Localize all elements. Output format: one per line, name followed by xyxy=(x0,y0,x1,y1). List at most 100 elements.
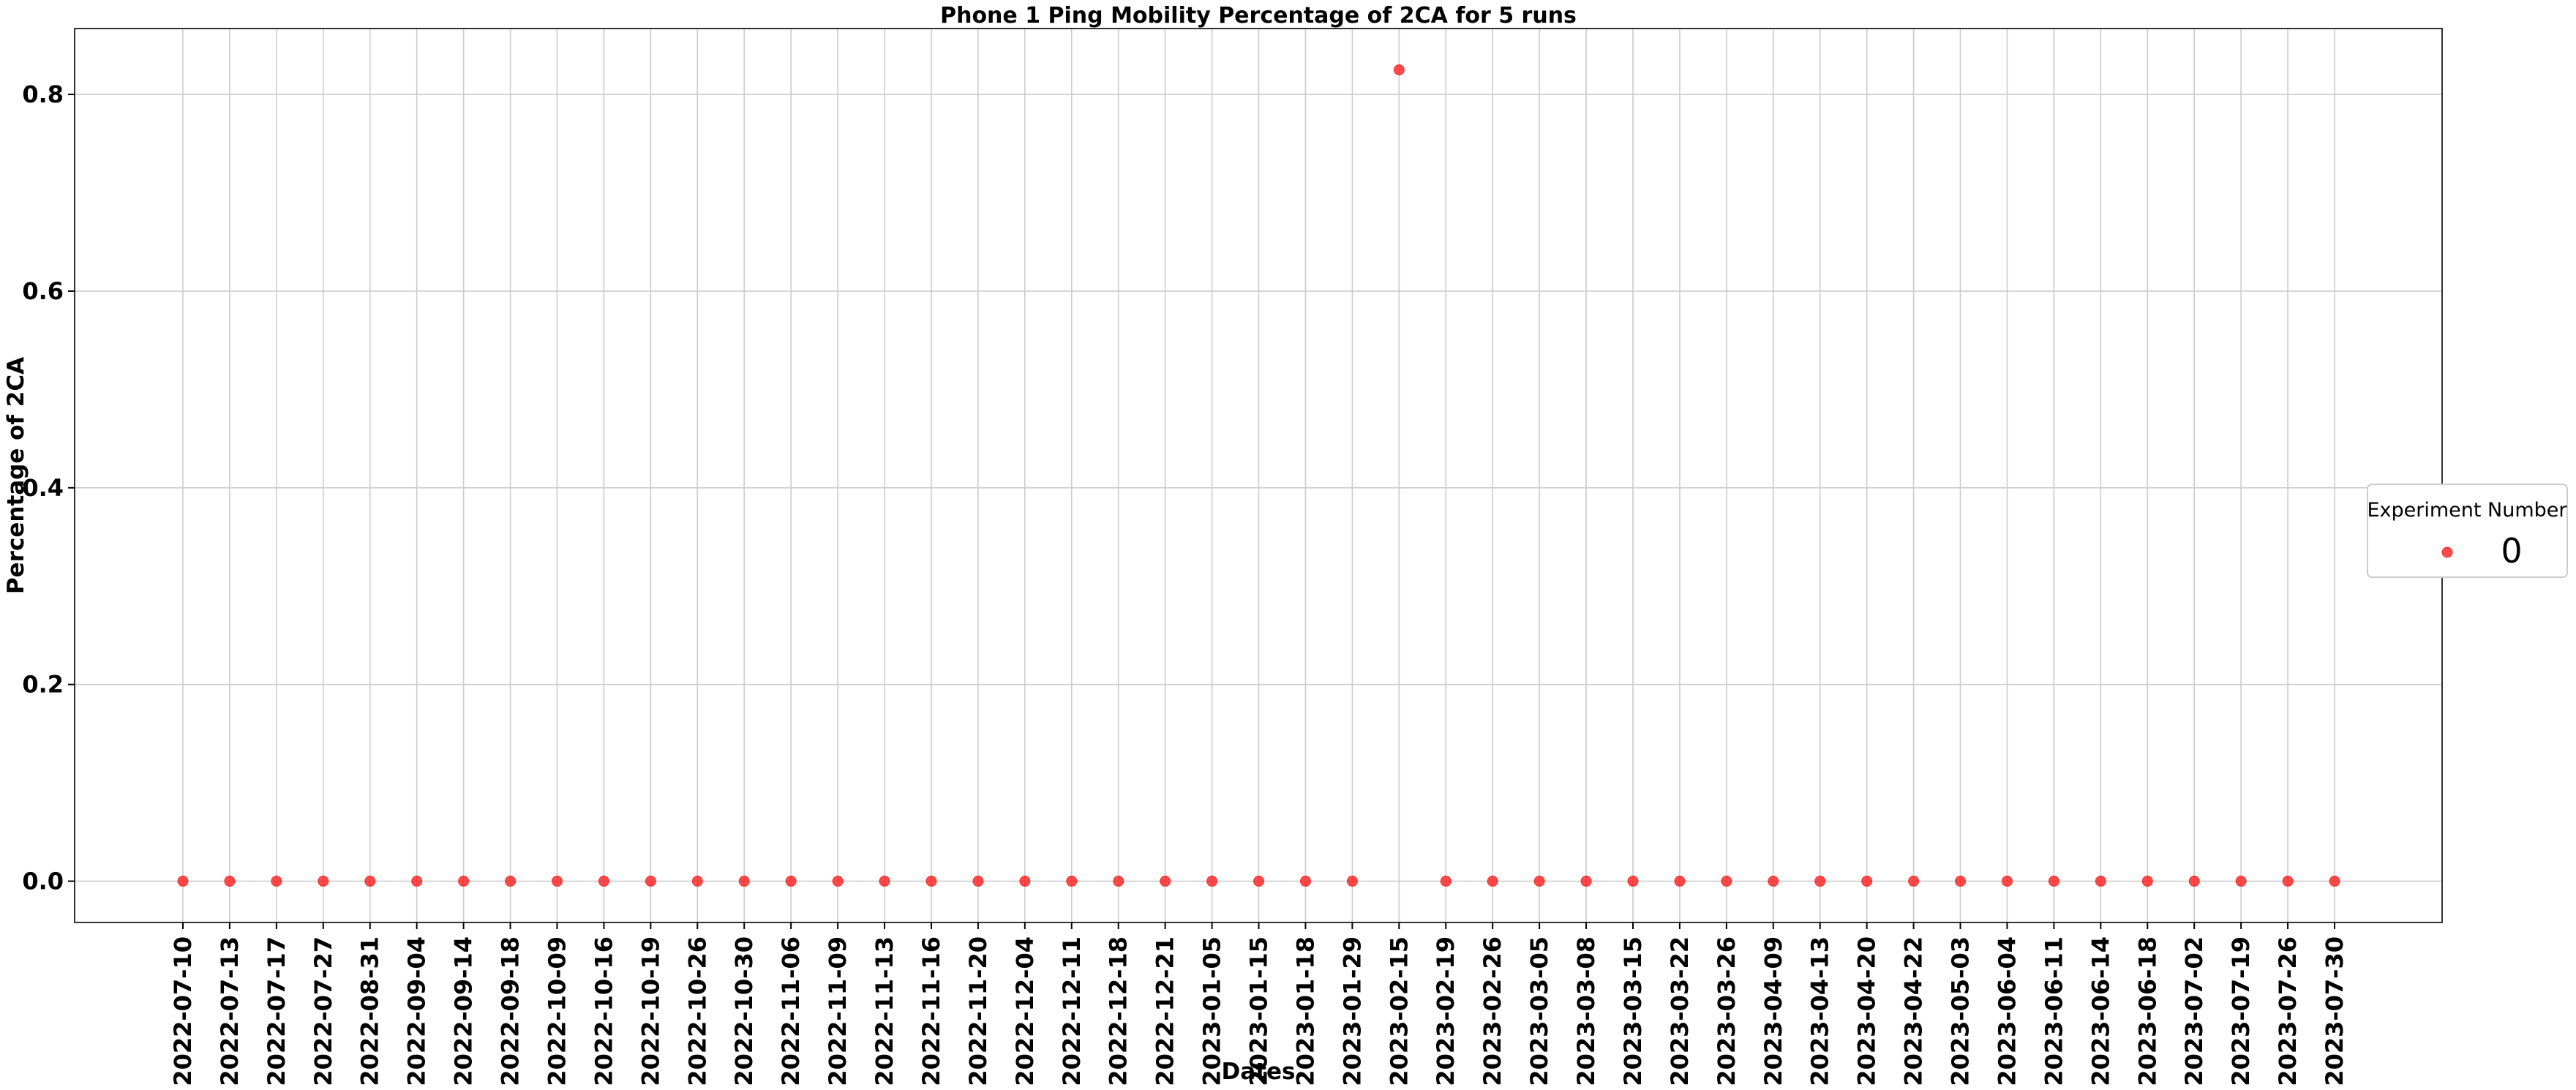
data-point xyxy=(691,876,703,887)
x-tick-label: 2023-02-15 xyxy=(1385,936,1413,1086)
x-tick-label: 2022-10-30 xyxy=(730,936,758,1086)
y-tick-label: 0.2 xyxy=(22,671,64,699)
data-point xyxy=(1768,876,1779,887)
x-tick-label: 2022-12-21 xyxy=(1152,936,1179,1086)
x-tick-label: 2022-10-16 xyxy=(590,936,617,1086)
data-point xyxy=(458,876,470,887)
y-tick-label: 0.8 xyxy=(22,80,64,108)
x-tick-label: 2023-07-26 xyxy=(2274,936,2302,1086)
x-tick-label: 2023-03-15 xyxy=(1619,936,1647,1086)
data-point xyxy=(1113,876,1124,887)
data-point xyxy=(2188,876,2200,887)
data-points xyxy=(177,64,2340,887)
x-tick-label: 2023-04-09 xyxy=(1760,936,1787,1086)
data-point xyxy=(2282,876,2294,887)
x-tick-label: 2022-09-04 xyxy=(403,936,431,1086)
grid-lines xyxy=(75,29,2442,922)
data-point xyxy=(1346,876,1358,887)
x-tick-label: 2023-06-14 xyxy=(2087,936,2114,1086)
data-point xyxy=(2095,876,2106,887)
x-tick-label: 2022-11-16 xyxy=(917,936,945,1086)
data-point xyxy=(1580,876,1592,887)
x-tick-label: 2023-06-11 xyxy=(2040,936,2068,1086)
data-point xyxy=(1066,876,1078,887)
legend-entry-label: 0 xyxy=(2501,531,2522,571)
x-tick-label: 2023-06-04 xyxy=(1994,936,2021,1086)
data-point xyxy=(1674,876,1686,887)
data-point xyxy=(1721,876,1732,887)
data-point xyxy=(318,876,329,887)
data-point xyxy=(1440,876,1452,887)
data-point xyxy=(1206,876,1218,887)
x-tick-label: 2023-07-02 xyxy=(2180,936,2208,1086)
data-point xyxy=(364,876,376,887)
data-point xyxy=(1861,876,1873,887)
x-tick-label: 2022-08-31 xyxy=(356,936,384,1086)
x-tick-label: 2023-01-29 xyxy=(1338,936,1366,1086)
x-tick-label: 2022-11-09 xyxy=(824,936,852,1086)
x-tick-label: 2023-01-15 xyxy=(1245,936,1273,1086)
data-point xyxy=(738,876,750,887)
data-point xyxy=(411,876,423,887)
data-point xyxy=(832,876,844,887)
y-axis-label: Percentage of 2CA xyxy=(3,357,29,594)
data-point xyxy=(1908,876,1920,887)
data-point xyxy=(1487,876,1498,887)
legend-marker xyxy=(2441,546,2453,558)
data-point xyxy=(785,876,797,887)
x-tick-label: 2023-06-18 xyxy=(2133,936,2161,1086)
x-tick-label: 2023-05-03 xyxy=(1947,936,1975,1086)
y-tick-label: 0.6 xyxy=(22,277,64,305)
legend-title: Experiment Number xyxy=(2367,499,2567,522)
data-point xyxy=(551,876,563,887)
x-tick-label: 2023-07-19 xyxy=(2227,936,2255,1086)
legend-box xyxy=(2367,484,2568,578)
x-tick-label: 2022-07-13 xyxy=(216,936,244,1086)
y-tick-label: 0.4 xyxy=(22,474,64,502)
x-tick-label: 2022-12-18 xyxy=(1105,936,1133,1086)
x-tick-label: 2022-11-06 xyxy=(777,936,805,1086)
data-point xyxy=(1393,64,1405,75)
data-point xyxy=(1253,876,1264,887)
x-tick-label: 2022-10-19 xyxy=(637,936,664,1086)
data-point xyxy=(1627,876,1639,887)
data-point xyxy=(2048,876,2059,887)
x-tick-label: 2022-09-14 xyxy=(450,936,478,1086)
chart-title: Phone 1 Ping Mobility Percentage of 2CA … xyxy=(940,3,1577,29)
x-tick-label: 2022-12-04 xyxy=(1011,936,1039,1086)
data-point xyxy=(972,876,984,887)
data-point xyxy=(1160,876,1171,887)
data-point xyxy=(224,876,236,887)
x-axis-ticks: 2022-07-10 2022-07-13 2022-07-17 2022-07-27… xyxy=(169,922,2348,1086)
x-tick-label: 2023-03-26 xyxy=(1713,936,1741,1086)
data-point xyxy=(2141,876,2153,887)
data-point xyxy=(925,876,937,887)
data-point xyxy=(2001,876,2013,887)
data-point xyxy=(1533,876,1545,887)
x-tick-label: 2022-12-11 xyxy=(1058,936,1086,1086)
legend: Experiment Number 0 xyxy=(2367,484,2568,578)
x-tick-label: 2022-09-18 xyxy=(497,936,525,1086)
x-tick-label: 2023-03-05 xyxy=(1525,936,1553,1086)
data-point xyxy=(1955,876,1967,887)
data-point xyxy=(2329,876,2340,887)
x-tick-label: 2023-01-05 xyxy=(1198,936,1226,1086)
data-point xyxy=(1814,876,1826,887)
y-tick-label: 0.0 xyxy=(22,868,64,895)
data-point xyxy=(505,876,517,887)
x-tick-label: 2023-03-08 xyxy=(1572,936,1600,1086)
x-tick-label: 2023-04-13 xyxy=(1806,936,1834,1086)
x-tick-label: 2023-02-26 xyxy=(1479,936,1506,1086)
x-tick-label: 2022-07-17 xyxy=(263,936,290,1086)
x-tick-label: 2022-11-13 xyxy=(871,936,898,1086)
x-axis-label: Dates xyxy=(1222,1059,1296,1085)
y-axis-ticks: 0.0 0.2 0.4 0.6 0.8 xyxy=(22,80,75,895)
data-point xyxy=(2235,876,2247,887)
x-tick-label: 2022-07-10 xyxy=(169,936,197,1086)
data-point xyxy=(598,876,609,887)
x-tick-label: 2022-07-27 xyxy=(309,936,337,1086)
x-tick-label: 2023-07-30 xyxy=(2321,936,2348,1086)
data-point xyxy=(271,876,282,887)
x-tick-label: 2023-02-19 xyxy=(1432,936,1460,1086)
